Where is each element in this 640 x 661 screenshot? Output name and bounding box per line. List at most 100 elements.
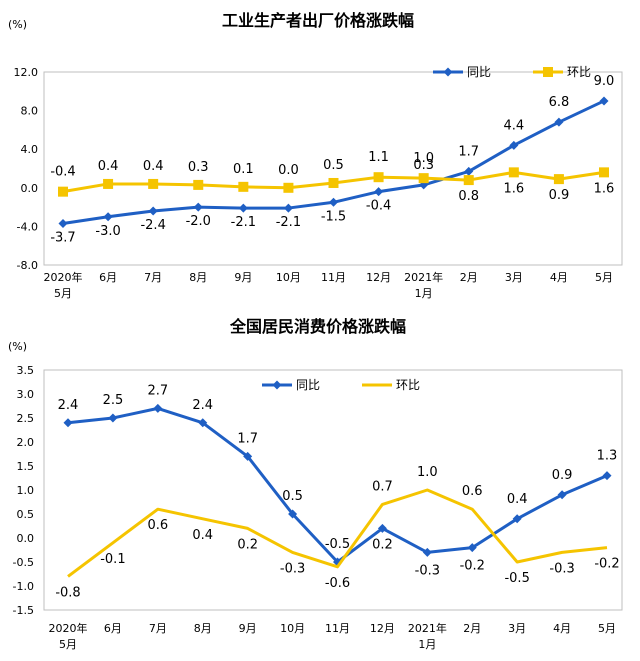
- data-label: 1.7: [237, 431, 258, 446]
- data-label: -0.3: [415, 563, 440, 578]
- data-label: 0.9: [552, 468, 573, 483]
- x-tick-label-line2: 5月: [59, 638, 77, 651]
- data-label: -3.0: [95, 224, 120, 239]
- data-label: 0.6: [147, 518, 168, 533]
- data-point: [238, 181, 249, 192]
- data-point: [288, 509, 298, 519]
- x-tick-label: 7月: [144, 271, 162, 284]
- x-tick-label: 4月: [550, 271, 568, 284]
- legend-marker: [443, 67, 453, 77]
- cpi-chart: 全国居民消费价格涨跌幅 (%) 3.5 3.0 2.5 2.0 1.5 1.0 0.5 0.0 -0…: [8, 317, 623, 651]
- data-point: [58, 219, 68, 229]
- data-label: 9.0: [594, 74, 615, 89]
- data-label: 1.7: [458, 144, 479, 159]
- x-tick-label: 9月: [234, 271, 252, 284]
- data-point: [58, 186, 68, 197]
- data-label: 0.9: [549, 188, 570, 203]
- data-label: 1.6: [503, 181, 524, 196]
- data-label: 2.4: [58, 398, 79, 413]
- data-point: [464, 166, 474, 176]
- data-label: -0.1: [100, 552, 125, 567]
- ppi-chart: 工业生产者出厂价格涨跌幅 (%) 12.0 8.0 4.0 0.0 -4.0 -8.0 2020…: [8, 11, 623, 300]
- x-tick-label-line2: 1月: [415, 287, 433, 300]
- data-label: -1.5: [321, 209, 346, 224]
- data-point: [418, 173, 429, 184]
- data-label: 0.3: [413, 158, 434, 173]
- y-tick-label: -0.5: [13, 556, 34, 569]
- data-label: 0.2: [372, 537, 393, 552]
- data-label: -0.3: [549, 561, 574, 576]
- x-tick-label: 2月: [463, 622, 481, 635]
- x-tick-label: 3月: [505, 271, 523, 284]
- data-label: 0.7: [372, 479, 393, 494]
- y-tick-label: 2.5: [17, 412, 35, 425]
- x-tick-label: 11月: [325, 622, 350, 635]
- x-tick-label: 6月: [99, 271, 117, 284]
- data-point: [554, 117, 564, 127]
- data-label: 0.0: [278, 163, 299, 178]
- data-point: [599, 167, 609, 178]
- data-point: [553, 174, 564, 185]
- x-tick-label: 2021年: [408, 621, 447, 635]
- y-tick-label: 0.0: [17, 532, 35, 545]
- data-label: -0.6: [325, 576, 350, 591]
- data-point: [599, 96, 609, 106]
- x-tick-label: 11月: [321, 271, 346, 284]
- x-tick-label: 5月: [595, 271, 613, 284]
- plot-frame: [43, 369, 623, 611]
- y-tick-label: 0.0: [21, 182, 39, 195]
- data-label: 4.4: [503, 118, 524, 133]
- data-point: [509, 140, 519, 150]
- data-point: [602, 471, 612, 481]
- data-point: [508, 167, 519, 178]
- data-point: [512, 514, 522, 524]
- data-label: 0.2: [237, 537, 258, 552]
- data-label: 1.1: [368, 150, 389, 165]
- data-point: [422, 547, 432, 557]
- x-tick-label: 10月: [276, 271, 301, 284]
- data-point: [283, 182, 294, 193]
- x-tick-label: 7月: [149, 622, 167, 635]
- x-tick-label: 5月: [598, 622, 616, 635]
- data-label: 0.6: [462, 484, 483, 499]
- data-label: -0.5: [504, 571, 529, 586]
- y-tick-label: 1.5: [17, 460, 35, 473]
- data-label: 0.4: [143, 159, 164, 174]
- data-label: 1.6: [594, 181, 615, 196]
- legend-marker: [272, 380, 282, 390]
- data-point: [193, 202, 203, 212]
- x-tick-label: 6月: [104, 622, 122, 635]
- data-label: 0.5: [323, 158, 344, 173]
- y-tick-label: 2.0: [17, 436, 35, 449]
- x-tick-label-line2: 1月: [418, 638, 436, 651]
- data-point: [377, 523, 387, 533]
- data-label: 0.1: [233, 162, 254, 177]
- x-tick-label: 12月: [366, 271, 391, 284]
- y-tick-label: 0.5: [17, 508, 35, 521]
- data-label: 2.4: [192, 398, 213, 413]
- data-point: [153, 403, 163, 413]
- legend-label: 同比: [296, 378, 320, 392]
- data-point: [329, 197, 338, 207]
- data-point: [557, 490, 567, 500]
- data-point: [283, 203, 293, 213]
- data-label: 6.8: [549, 95, 570, 110]
- data-label: 2.7: [147, 383, 168, 398]
- data-point: [328, 177, 339, 188]
- data-label: 0.4: [507, 492, 528, 507]
- data-label: -0.4: [50, 165, 75, 180]
- legend-label: 环比: [396, 378, 420, 392]
- data-label: -0.8: [55, 585, 80, 600]
- y-tick-label: 12.0: [14, 66, 39, 79]
- x-tick-label: 3月: [508, 622, 526, 635]
- data-label: 1.0: [417, 465, 438, 480]
- plot-frame: [43, 71, 623, 266]
- data-point: [374, 187, 384, 197]
- data-label: -0.2: [594, 557, 619, 572]
- chart-title: 全国居民消费价格涨跌幅: [229, 317, 406, 336]
- data-label: -0.5: [325, 537, 350, 552]
- data-point: [108, 413, 118, 423]
- y-unit-label: (%): [8, 340, 27, 353]
